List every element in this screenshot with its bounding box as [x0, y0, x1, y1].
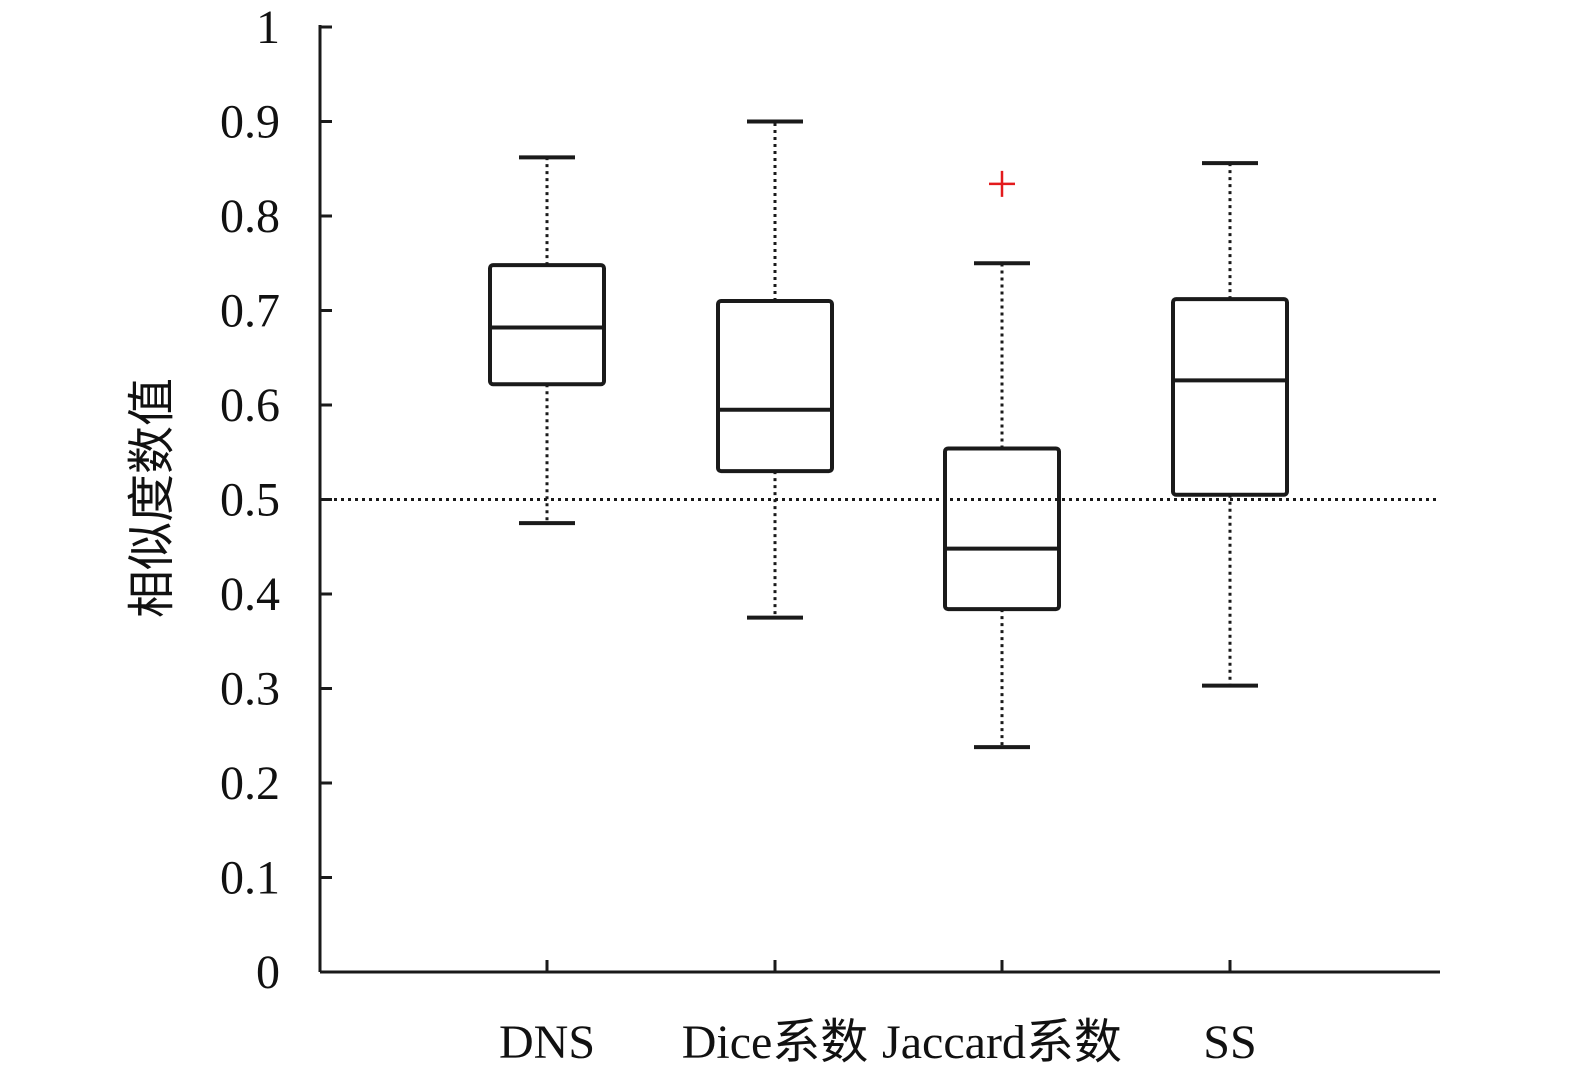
- y-tick-label: 0: [256, 946, 280, 999]
- x-category-label: Dice系数: [682, 1016, 869, 1069]
- x-category-label: Jaccard系数: [882, 1016, 1122, 1069]
- y-axis-title: 相似度数值: [124, 378, 180, 618]
- y-tick-label: 0.5: [220, 474, 280, 527]
- box-iqr: [1171, 297, 1289, 497]
- y-tick-label: 0.6: [220, 379, 280, 432]
- box-iqr: [488, 263, 606, 387]
- y-tick-label: 0.7: [220, 285, 280, 338]
- x-category-label: DNS: [499, 1016, 595, 1069]
- y-tick-label: 0.2: [220, 757, 280, 810]
- y-tick-label: 0.8: [220, 190, 280, 243]
- y-tick-label: 0.3: [220, 663, 280, 716]
- y-tick-label: 0.1: [220, 852, 280, 905]
- y-tick-label: 0.9: [220, 96, 280, 149]
- y-tick-label: 1: [256, 1, 280, 54]
- x-category-label: SS: [1203, 1016, 1256, 1069]
- y-tick-label: 0.4: [220, 568, 280, 621]
- box-iqr: [716, 299, 834, 474]
- box-iqr: [943, 446, 1061, 612]
